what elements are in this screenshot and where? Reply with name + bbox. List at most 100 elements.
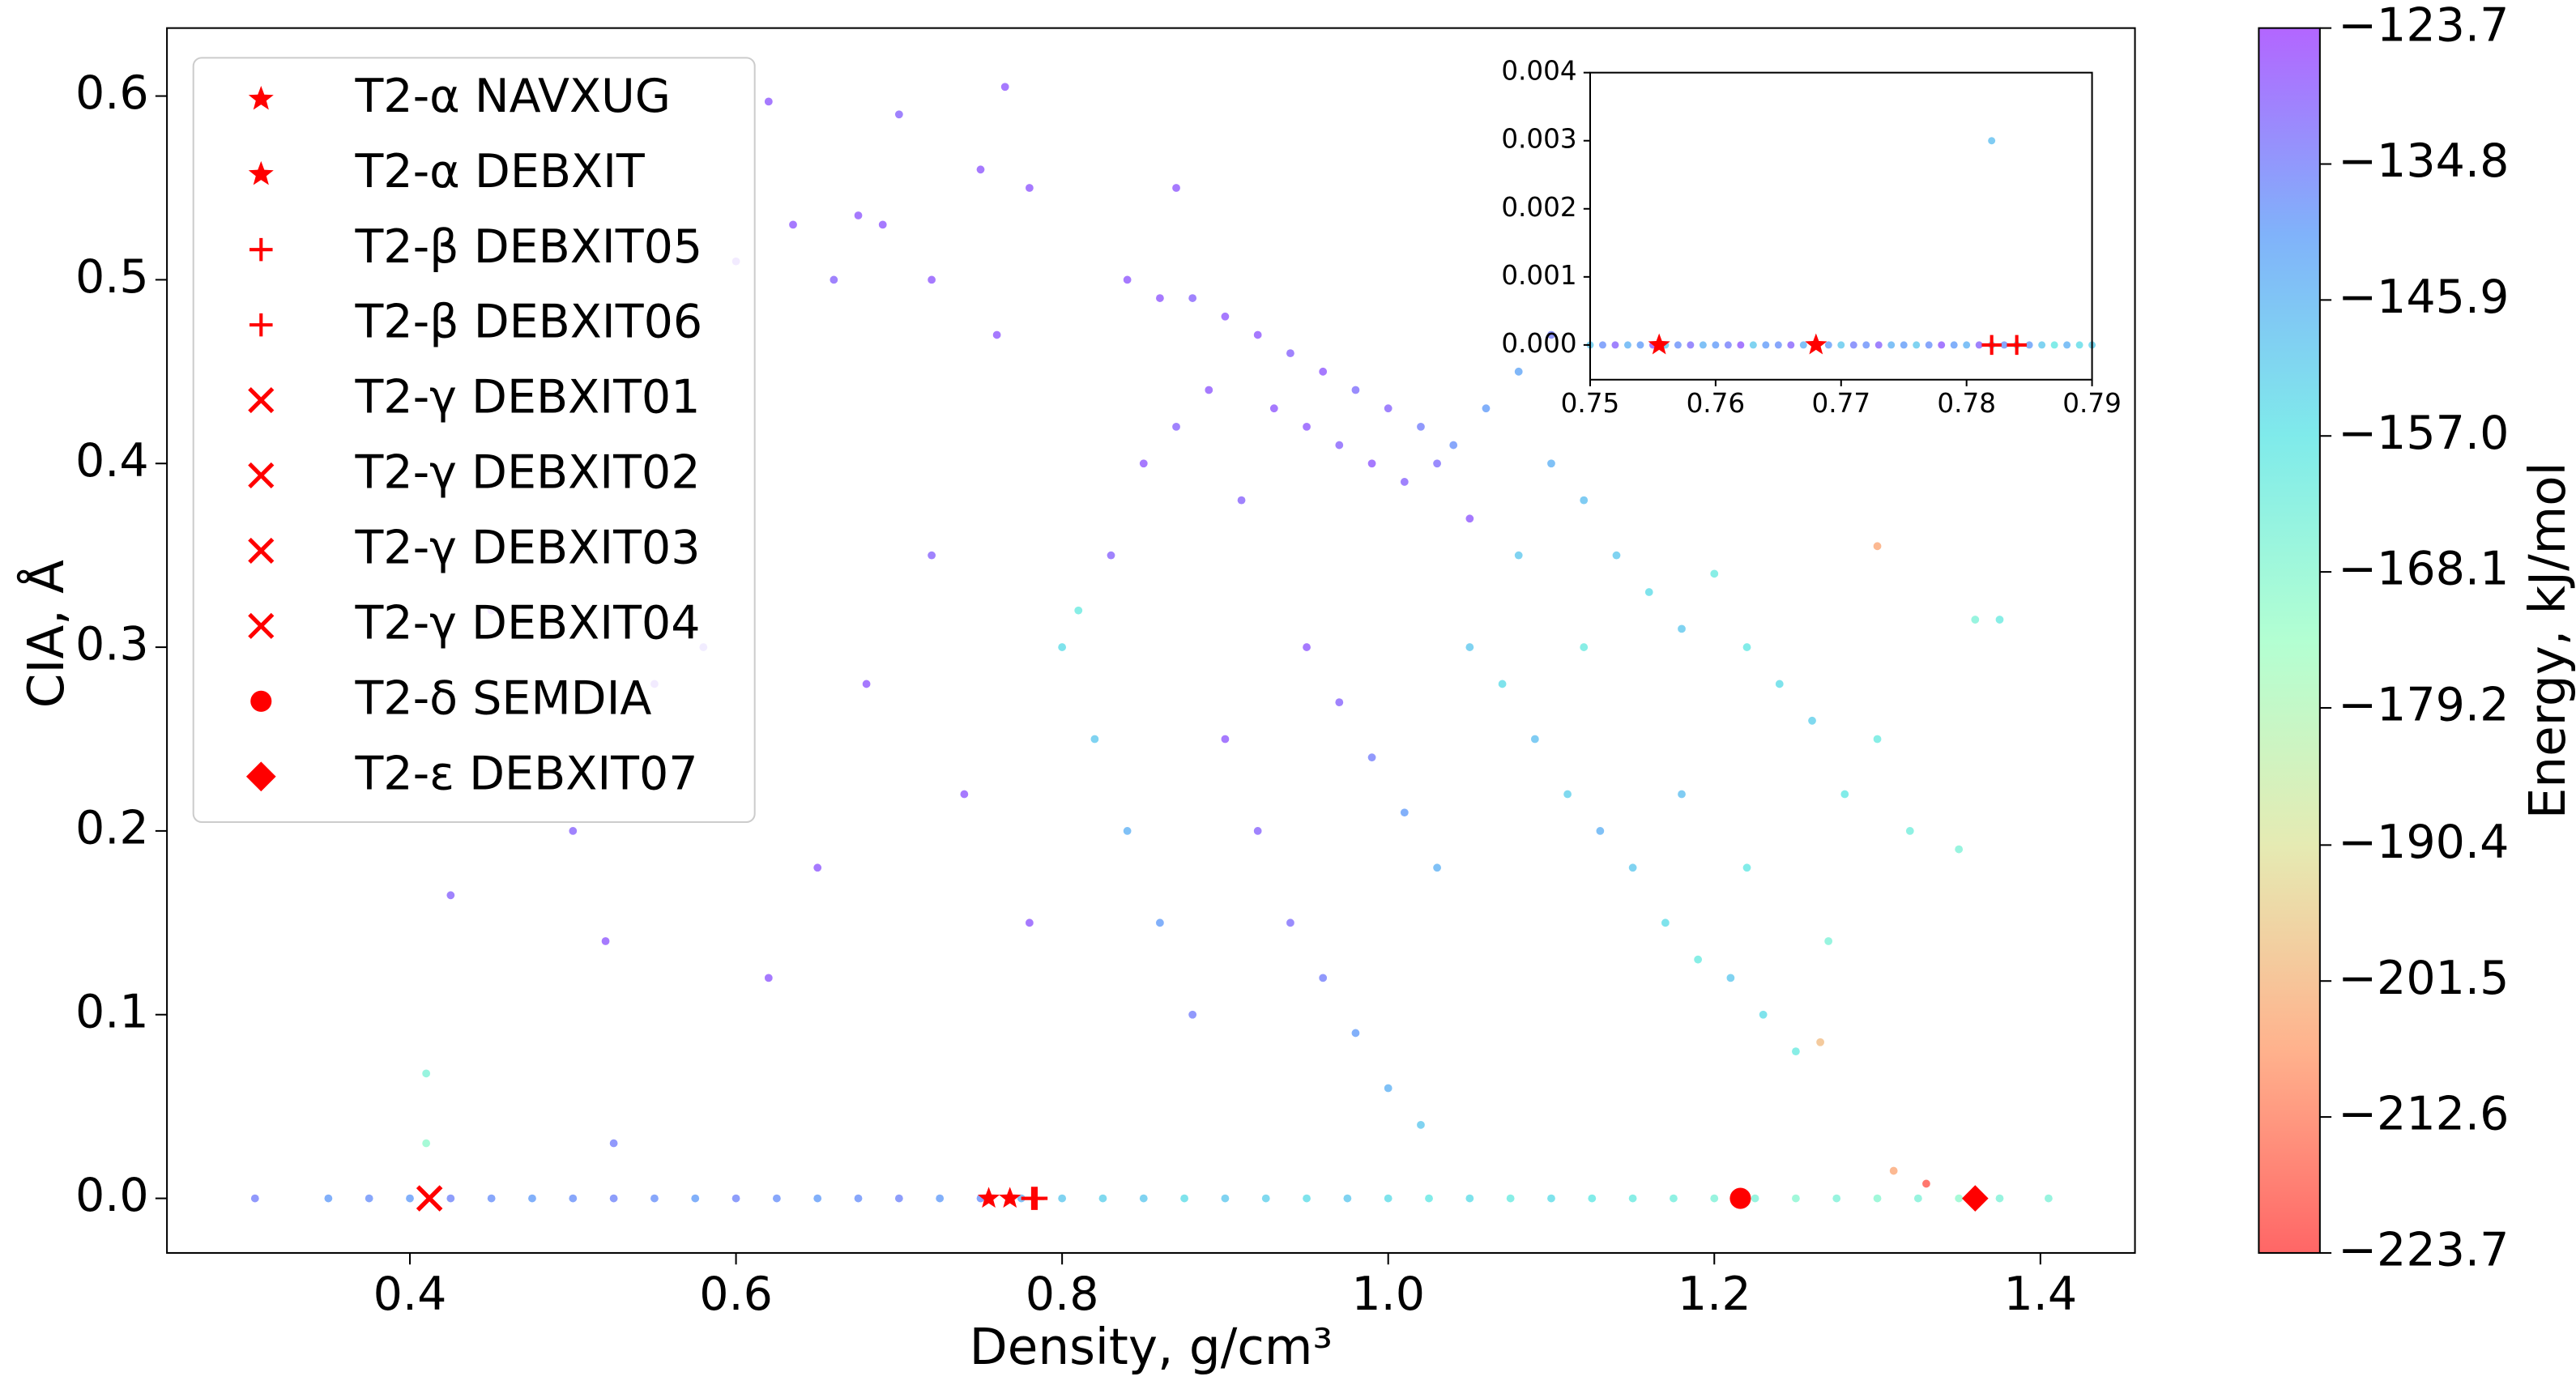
marker-star	[1648, 333, 1670, 355]
marker-plus	[249, 237, 273, 262]
data-point	[1742, 643, 1751, 651]
data-point	[1400, 808, 1409, 817]
data-point	[1319, 367, 1328, 376]
data-point	[1824, 937, 1833, 945]
y-tick-label: 0.1	[75, 985, 149, 1038]
data-point	[422, 1139, 431, 1148]
data-point	[1596, 827, 1605, 835]
data-point	[601, 937, 610, 945]
data-point	[1384, 404, 1392, 413]
marker-x	[416, 1185, 443, 1212]
data-point	[1482, 404, 1491, 413]
marker-x	[248, 462, 275, 489]
data-point	[2025, 341, 2033, 349]
colorbar	[2258, 27, 2321, 1254]
data-point	[1449, 441, 1458, 450]
data-point	[250, 1194, 259, 1203]
data-point	[446, 1194, 455, 1203]
marker-star	[1805, 333, 1828, 355]
data-point	[1862, 341, 1870, 349]
data-point	[1971, 616, 1980, 624]
legend-label: T2-δ SEMDIA	[354, 671, 651, 725]
data-point	[1384, 1084, 1392, 1093]
marker-x	[248, 386, 275, 414]
data-point	[1762, 341, 1770, 349]
x-tick-label: 0.79	[2062, 388, 2122, 419]
marker-x	[248, 537, 275, 564]
colorbar-tick-label: −179.2	[2338, 679, 2509, 732]
y-tick-label: 0.6	[75, 66, 149, 120]
data-point	[1840, 790, 1849, 799]
data-point	[1465, 514, 1474, 523]
data-point	[1598, 341, 1606, 349]
data-point	[1995, 1194, 2004, 1203]
marker-x	[248, 612, 275, 639]
y-axis-label: CIA, Å	[18, 560, 75, 708]
data-point	[569, 827, 578, 835]
data-point	[1547, 459, 1555, 468]
data-point	[1816, 1038, 1824, 1046]
marker-diamond	[1962, 1185, 1989, 1212]
data-point	[1623, 341, 1631, 349]
data-point	[1670, 1194, 1678, 1203]
data-point	[1172, 422, 1180, 431]
data-point	[1156, 918, 1164, 927]
data-point	[1058, 1194, 1067, 1203]
data-point	[1000, 83, 1009, 92]
colorbar-tick-label: −168.1	[2338, 543, 2509, 596]
data-point	[1367, 753, 1376, 762]
x-axis-label: Density, g/cm³	[970, 1319, 1333, 1376]
data-point	[1775, 680, 1784, 688]
data-point	[1098, 1194, 1107, 1203]
data-point	[422, 1069, 431, 1078]
data-point	[650, 1194, 659, 1203]
legend-label: T2-γ DEBXIT01	[354, 371, 700, 424]
colorbar-tick-label: −201.5	[2338, 952, 2509, 1005]
colorbar-tick-label: −223.7	[2338, 1224, 2509, 1277]
colorbar-tick-label: −123.7	[2338, 0, 2509, 52]
data-point	[1799, 341, 1807, 349]
data-point	[691, 1194, 700, 1203]
data-point	[1335, 698, 1344, 707]
y-tick-label: 0.002	[1501, 192, 1576, 223]
data-point	[1687, 341, 1695, 349]
x-tick-label: 1.2	[1678, 1268, 1751, 1321]
data-point	[1955, 1194, 1964, 1203]
plot-frame	[166, 27, 2136, 1254]
marker-star	[999, 1187, 1021, 1208]
data-point	[1107, 551, 1115, 560]
data-point	[1139, 459, 1148, 468]
data-point	[1922, 1179, 1930, 1188]
data-point	[936, 1194, 945, 1203]
data-point	[928, 551, 936, 560]
data-point	[1417, 422, 1425, 431]
marker-star	[248, 85, 274, 110]
data-point	[854, 211, 863, 219]
data-point	[1699, 341, 1707, 349]
marker-plus	[1024, 1187, 1048, 1210]
data-point	[1787, 341, 1795, 349]
data-point	[894, 110, 903, 119]
data-point	[1628, 863, 1637, 872]
data-point	[1425, 1194, 1433, 1203]
data-point	[1724, 341, 1732, 349]
data-point	[992, 330, 1001, 339]
data-point	[1563, 790, 1572, 799]
data-point	[1988, 137, 1996, 145]
data-point	[813, 863, 822, 872]
data-point	[1644, 588, 1653, 596]
data-point	[1547, 1194, 1555, 1203]
data-point	[789, 220, 797, 229]
data-point	[1742, 863, 1751, 872]
data-point	[813, 1194, 822, 1203]
data-point	[1955, 845, 1964, 854]
data-point	[569, 1194, 578, 1203]
data-point	[1221, 735, 1230, 744]
data-point	[862, 680, 871, 688]
data-point	[1253, 330, 1262, 339]
data-point	[1950, 341, 1958, 349]
data-point	[1123, 275, 1132, 284]
data-point	[1751, 1194, 1759, 1203]
data-point	[1188, 1010, 1197, 1019]
data-point	[1588, 1194, 1597, 1203]
